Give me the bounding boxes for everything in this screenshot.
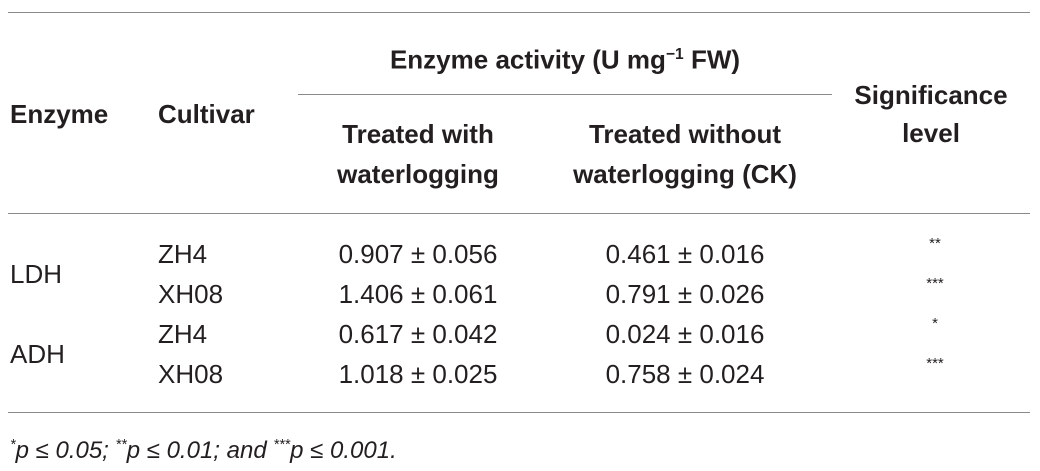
control-value: 0.791 ± 0.026	[605, 279, 765, 309]
bottom-rule	[8, 412, 1030, 413]
cultivar: ZH4	[158, 319, 208, 349]
treated-value: 1.018 ± 0.025	[338, 359, 498, 389]
header-enzyme: Enzyme	[10, 99, 109, 129]
header-group: Enzyme activity (U mg−1 FW)	[390, 35, 740, 80]
group-sup: −1	[665, 46, 684, 63]
significance: *	[932, 315, 938, 332]
header-cultivar: Cultivar	[158, 99, 255, 129]
footnote-text: p ≤ 0.001.	[290, 437, 397, 464]
control-value: 0.461 ± 0.016	[605, 239, 765, 269]
header-sig-1: Significance	[854, 80, 1008, 110]
enzyme-name: LDH	[10, 259, 63, 289]
top-rule	[8, 12, 1030, 13]
control-value: 0.758 ± 0.024	[605, 359, 765, 389]
significance: ***	[926, 355, 944, 372]
significance: **	[929, 235, 941, 252]
header-rule	[8, 213, 1030, 214]
group-text: Enzyme activity (U mg	[389, 44, 666, 75]
control-value: 0.024 ± 0.016	[605, 319, 765, 349]
footnote-mark: *	[10, 437, 16, 453]
header-treated-1: Treated with	[342, 119, 494, 149]
enzyme-name: ADH	[10, 339, 65, 369]
footnote-mark: ***	[273, 437, 291, 453]
footnote-text: p ≤ 0.05;	[15, 437, 116, 464]
header-sig-2: level	[902, 118, 960, 148]
group-rule	[298, 94, 832, 95]
treated-value: 1.406 ± 0.061	[338, 279, 498, 309]
treated-value: 0.617 ± 0.042	[338, 319, 498, 349]
header-control-1: Treated without	[588, 119, 782, 149]
significance: ***	[926, 275, 944, 292]
footnote-text: p ≤ 0.01; and	[126, 437, 274, 464]
cultivar: ZH4	[158, 239, 208, 269]
treated-value: 0.907 ± 0.056	[338, 239, 498, 269]
footnote: *p ≤ 0.05; **p ≤ 0.01; and ***p ≤ 0.001.	[10, 425, 397, 471]
header-treated-2: waterlogging	[337, 159, 499, 189]
footnote-mark: **	[115, 437, 127, 453]
header-control-2: waterlogging (CK)	[573, 159, 797, 189]
group-tail: FW)	[683, 44, 741, 75]
cultivar: XH08	[158, 359, 224, 389]
cultivar: XH08	[158, 279, 224, 309]
